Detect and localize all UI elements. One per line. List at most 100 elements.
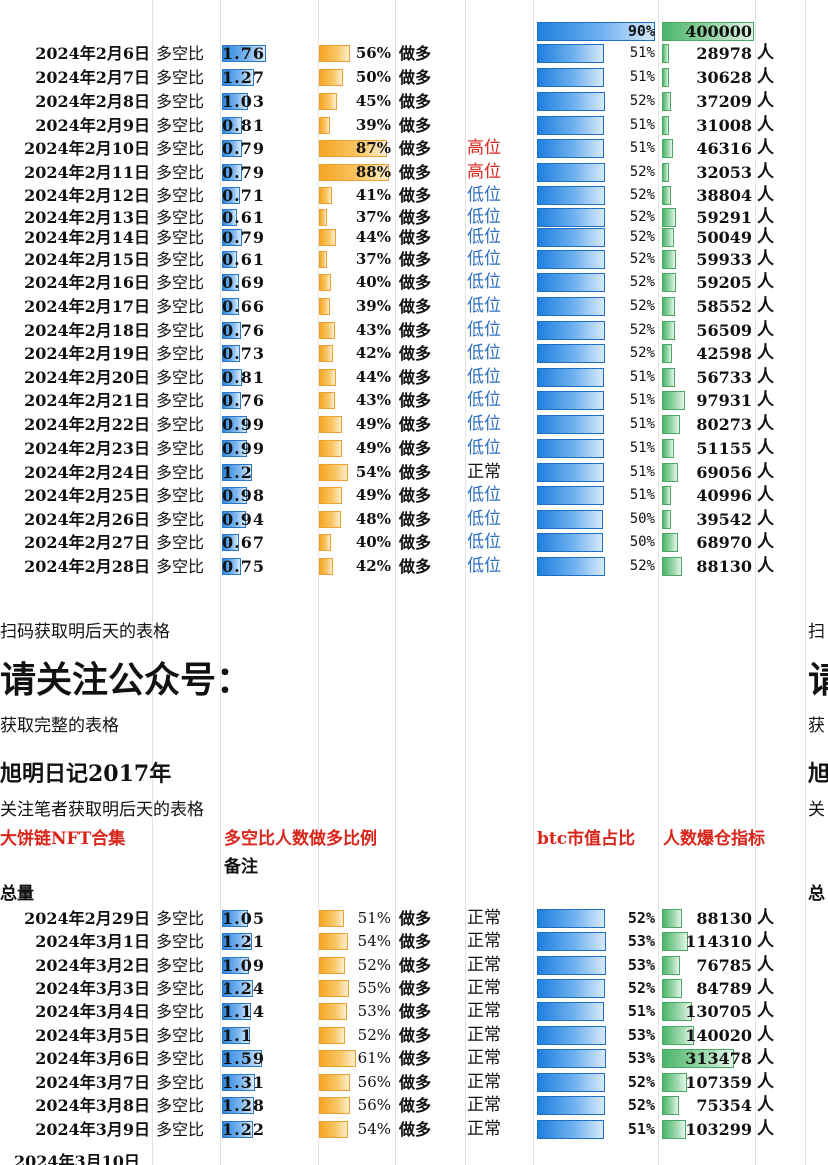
date-cell[interactable]: 2024年2月22日 — [24, 415, 150, 434]
btc-dominance-cell[interactable]: 51% — [535, 66, 657, 89]
date-cell[interactable]: 2024年2月20日 — [24, 368, 150, 387]
btc-dominance-cell[interactable]: 50% — [535, 531, 657, 554]
liquidation-count-cell[interactable]: 59291 — [660, 206, 754, 229]
ratio-cell[interactable]: 1.28 — [222, 1094, 270, 1117]
ratio-cell[interactable]: 0.79 — [222, 161, 270, 184]
ratio-cell[interactable]: 0.81 — [222, 114, 270, 137]
long-percent-cell[interactable]: 54% — [319, 1118, 393, 1141]
btc-dominance-cell[interactable]: 51% — [535, 389, 657, 412]
liquidation-count-cell[interactable]: 46316 — [660, 137, 754, 160]
long-percent-cell[interactable]: 56% — [319, 1094, 393, 1117]
liquidation-count-cell[interactable]: 114310 — [660, 930, 754, 953]
date-cell[interactable]: 2024年2月7日 — [35, 68, 150, 87]
long-percent-cell[interactable]: 56% — [319, 1071, 393, 1094]
long-percent-cell[interactable]: 42% — [319, 342, 393, 365]
long-percent-cell[interactable]: 49% — [319, 413, 393, 436]
long-percent-cell[interactable]: 54% — [319, 930, 393, 953]
date-cell[interactable]: 2024年2月29日 — [24, 909, 150, 928]
date-cell[interactable]: 2024年2月26日 — [24, 510, 150, 529]
date-cell[interactable]: 2024年3月1日 — [35, 932, 150, 951]
count-header-cell[interactable]: 400000 — [660, 20, 754, 43]
date-cell[interactable]: 2024年3月8日 — [35, 1096, 150, 1115]
long-percent-cell[interactable]: 43% — [319, 389, 393, 412]
long-percent-cell[interactable]: 45% — [319, 90, 393, 113]
liquidation-count-cell[interactable]: 69056 — [660, 461, 754, 484]
date-cell[interactable]: 2024年2月19日 — [24, 344, 150, 363]
date-cell[interactable]: 2024年2月6日 — [35, 44, 150, 63]
long-percent-cell[interactable]: 51% — [319, 907, 393, 930]
btc-dominance-cell[interactable]: 52% — [535, 271, 657, 294]
btc-dominance-cell[interactable]: 53% — [535, 954, 657, 977]
liquidation-count-cell[interactable]: 103299 — [660, 1118, 754, 1141]
ratio-cell[interactable]: 0.61 — [222, 248, 270, 271]
date-cell[interactable]: 2024年2月27日 — [24, 533, 150, 552]
ratio-cell[interactable]: 1.59 — [222, 1047, 270, 1070]
btc-dominance-cell[interactable]: 52% — [535, 226, 657, 249]
ratio-cell[interactable]: 1.76 — [222, 42, 270, 65]
ratio-cell[interactable]: 1.09 — [222, 954, 270, 977]
date-cell[interactable]: 2024年2月11日 — [24, 163, 150, 182]
btc-dominance-cell[interactable]: 52% — [535, 342, 657, 365]
date-cell[interactable]: 2024年2月15日 — [24, 250, 150, 269]
long-percent-cell[interactable]: 39% — [319, 295, 393, 318]
long-percent-cell[interactable]: 37% — [319, 248, 393, 271]
ratio-cell[interactable]: 1.05 — [222, 907, 270, 930]
btc-dominance-cell[interactable]: 51% — [535, 1118, 657, 1141]
liquidation-count-cell[interactable]: 97931 — [660, 389, 754, 412]
liquidation-count-cell[interactable]: 31008 — [660, 114, 754, 137]
btc-header-cell[interactable]: 90% — [535, 20, 657, 43]
btc-dominance-cell[interactable]: 52% — [535, 1071, 657, 1094]
liquidation-count-cell[interactable]: 56509 — [660, 319, 754, 342]
date-cell[interactable]: 2024年2月9日 — [35, 116, 150, 135]
liquidation-count-cell[interactable]: 51155 — [660, 437, 754, 460]
btc-dominance-cell[interactable]: 51% — [535, 413, 657, 436]
long-percent-cell[interactable]: 87% — [319, 137, 393, 160]
long-percent-cell[interactable]: 42% — [319, 555, 393, 578]
date-cell[interactable]: 2024年3月7日 — [35, 1073, 150, 1092]
liquidation-count-cell[interactable]: 59205 — [660, 271, 754, 294]
ratio-cell[interactable]: 1.22 — [222, 1118, 270, 1141]
date-cell[interactable]: 2024年3月2日 — [35, 956, 150, 975]
liquidation-count-cell[interactable]: 88130 — [660, 907, 754, 930]
ratio-cell[interactable]: 0.94 — [222, 508, 270, 531]
btc-dominance-cell[interactable]: 51% — [535, 1000, 657, 1023]
date-cell[interactable]: 2024年2月24日 — [24, 463, 150, 482]
liquidation-count-cell[interactable]: 80273 — [660, 413, 754, 436]
btc-dominance-cell[interactable]: 52% — [535, 319, 657, 342]
date-cell[interactable]: 2024年2月25日 — [24, 486, 150, 505]
liquidation-count-cell[interactable]: 37209 — [660, 90, 754, 113]
date-cell[interactable]: 2024年2月18日 — [24, 321, 150, 340]
btc-dominance-cell[interactable]: 50% — [535, 508, 657, 531]
liquidation-count-cell[interactable]: 84789 — [660, 977, 754, 1000]
long-percent-cell[interactable]: 49% — [319, 437, 393, 460]
liquidation-count-cell[interactable]: 42598 — [660, 342, 754, 365]
liquidation-count-cell[interactable]: 28978 — [660, 42, 754, 65]
btc-dominance-cell[interactable]: 52% — [535, 977, 657, 1000]
date-cell[interactable]: 2024年2月12日 — [24, 186, 150, 205]
ratio-cell[interactable]: 1.27 — [222, 66, 270, 89]
long-percent-cell[interactable]: 55% — [319, 977, 393, 1000]
long-percent-cell[interactable]: 40% — [319, 271, 393, 294]
long-percent-cell[interactable]: 39% — [319, 114, 393, 137]
date-cell[interactable]: 2024年2月14日 — [24, 228, 150, 247]
ratio-cell[interactable]: 0.71 — [222, 184, 270, 207]
liquidation-count-cell[interactable]: 56733 — [660, 366, 754, 389]
liquidation-count-cell[interactable]: 50049 — [660, 226, 754, 249]
date-cell[interactable]: 2024年3月9日 — [35, 1120, 150, 1139]
liquidation-count-cell[interactable]: 32053 — [660, 161, 754, 184]
long-percent-cell[interactable]: 50% — [319, 66, 393, 89]
ratio-cell[interactable]: 0.69 — [222, 271, 270, 294]
date-cell[interactable]: 2024年3月4日 — [35, 1002, 150, 1021]
ratio-cell[interactable]: 1.2 — [222, 461, 270, 484]
ratio-cell[interactable]: 1.14 — [222, 1000, 270, 1023]
btc-dominance-cell[interactable]: 51% — [535, 484, 657, 507]
liquidation-count-cell[interactable]: 140020 — [660, 1024, 754, 1047]
btc-dominance-cell[interactable]: 52% — [535, 295, 657, 318]
ratio-cell[interactable]: 0.76 — [222, 319, 270, 342]
long-percent-cell[interactable]: 48% — [319, 508, 393, 531]
btc-dominance-cell[interactable]: 51% — [535, 437, 657, 460]
liquidation-count-cell[interactable]: 40996 — [660, 484, 754, 507]
liquidation-count-cell[interactable]: 107359 — [660, 1071, 754, 1094]
btc-dominance-cell[interactable]: 51% — [535, 114, 657, 137]
long-percent-cell[interactable]: 52% — [319, 954, 393, 977]
